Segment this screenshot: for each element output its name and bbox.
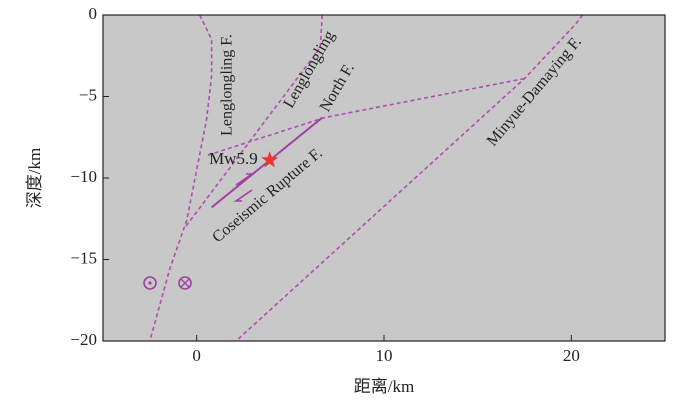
fault-line [207,77,525,156]
y-tick-label: −15 [70,248,97,267]
fault-line [149,14,213,342]
fault-line [235,14,584,342]
symbol-out-dot [148,281,152,285]
plot-border [102,14,666,342]
event-label: Mw5.9 [209,149,258,168]
symbol-in [178,276,192,290]
slip-arrow [235,173,255,186]
y-axis-label: 深度/km [25,148,44,208]
x-tick-label: 20 [563,346,580,365]
x-axis-label: 距离/km [354,377,414,396]
fault-label: Lenglongling F. [219,34,236,136]
y-tick-label: −20 [70,330,97,349]
x-tick-label: 10 [376,346,393,365]
event-star [261,151,279,168]
plot-area [103,15,665,341]
y-tick-label: 0 [89,4,98,23]
fault-line [184,14,323,228]
y-tick-label: −10 [70,167,97,186]
y-tick-label: −5 [79,85,97,104]
slip-arrow [233,189,253,202]
x-tick-label: 0 [192,346,201,365]
symbol-out [143,276,157,290]
symbol-in-cross [180,278,190,288]
